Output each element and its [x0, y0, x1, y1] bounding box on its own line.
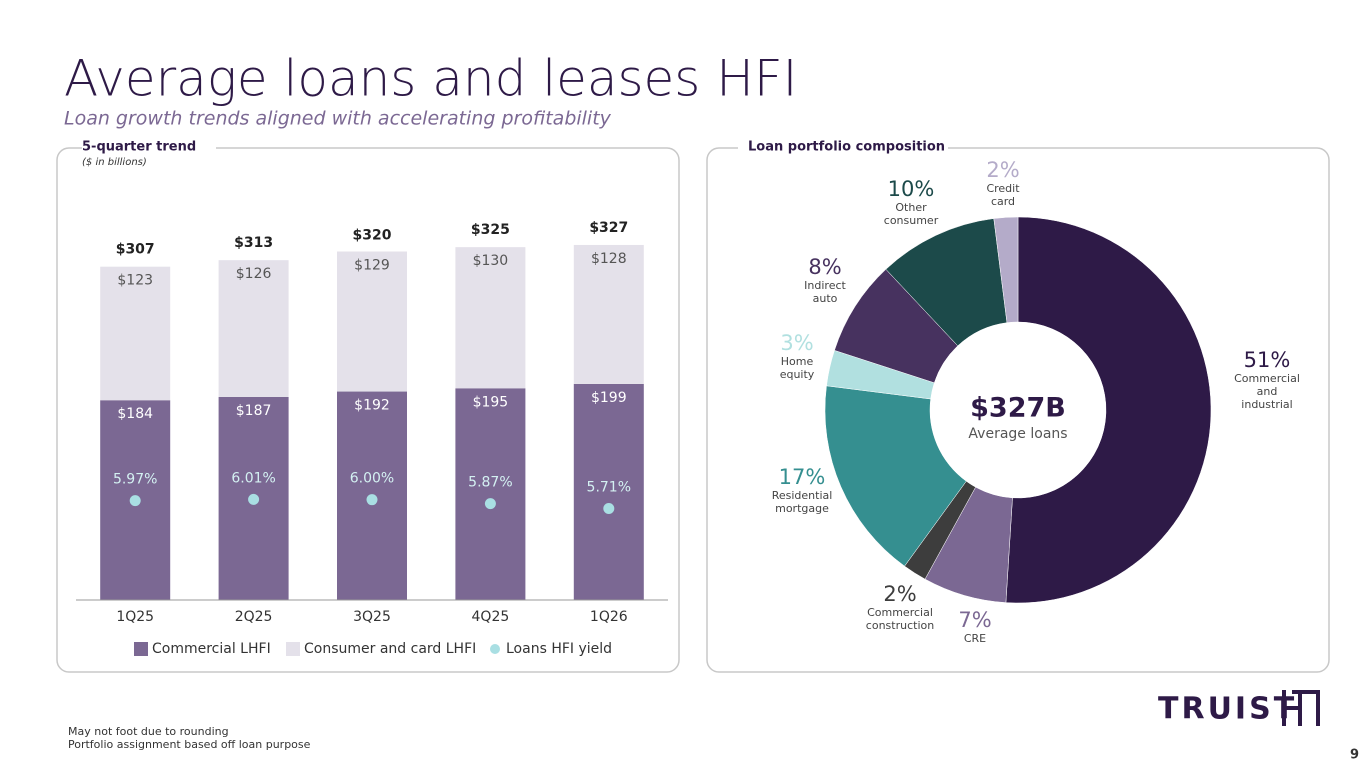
slice-value-label: 10% [887, 177, 935, 201]
slice-value-label: 2% [986, 158, 1020, 182]
slice-label: 51% Commercial and industrial [1212, 348, 1322, 411]
yield-label: 6.01% [231, 470, 275, 486]
bar-segment [100, 266, 171, 401]
logo: TRUIST [1158, 692, 1297, 727]
panel-title: 5-quarter trend [82, 140, 196, 155]
yield-dot [603, 502, 615, 514]
bar-value-label: $123 [117, 273, 153, 289]
footnote: May not foot due to rounding [68, 725, 229, 738]
legend-label: Consumer and card LHFI [304, 641, 476, 657]
slice-category-label: Commercial construction [865, 606, 935, 632]
x-tick-label: 1Q26 [590, 609, 628, 625]
slice-value-label: 2% [883, 582, 917, 606]
panel-subtitle: ($ in billions) [82, 157, 147, 168]
slice-category-label: Commercial and industrial [1234, 372, 1300, 411]
slice-value-label: 17% [778, 465, 826, 489]
legend-swatch [134, 642, 148, 656]
slice-label: 7% CRE [920, 608, 1030, 645]
x-tick-label: 1Q25 [116, 609, 154, 625]
yield-label: 5.71% [587, 479, 631, 495]
bar-segment [455, 247, 526, 389]
slice-category-label: Residential mortgage [771, 489, 833, 515]
panel [56, 147, 680, 673]
slide-title: Average loans and leases HFI [64, 50, 797, 108]
bar-value-label: $129 [354, 257, 390, 273]
legend-swatch [490, 644, 500, 654]
slice-label: 17% Residential mortgage [747, 465, 857, 515]
bar-value-label: $184 [117, 406, 153, 422]
bar-value-label: $192 [354, 398, 390, 414]
slice-category-label: Home equity [779, 355, 815, 381]
bar-segment [455, 388, 526, 600]
bar-value-label: $187 [236, 403, 272, 419]
slide-subtitle: Loan growth trends aligned with accelera… [64, 108, 612, 130]
bar-total-label: $320 [353, 228, 392, 244]
legend-swatch [286, 642, 300, 656]
slice-category-label: CRE [963, 632, 987, 645]
bar-segment [218, 260, 289, 397]
x-tick-label: 4Q25 [472, 609, 510, 625]
bar-segment [337, 251, 407, 392]
yield-dot [129, 495, 141, 507]
yield-label: 5.87% [468, 475, 512, 491]
slice-value-label: 3% [780, 331, 814, 355]
logo-icon [1282, 690, 1320, 726]
slice-label: 3% Home equity [742, 331, 852, 381]
panel-title-bg [82, 138, 216, 158]
x-tick-label: 3Q25 [353, 609, 391, 625]
bar-total-label: $307 [116, 242, 155, 258]
slice-label: 2% Commercial construction [845, 582, 955, 632]
bar-value-label: $126 [236, 266, 272, 282]
yield-label: 5.97% [113, 472, 157, 488]
bar-total-label: $313 [234, 235, 273, 251]
page-number: 9 [1350, 748, 1359, 763]
slice-value-label: 7% [958, 608, 992, 632]
legend-label: Loans HFI yield [506, 641, 612, 657]
yield-dot [366, 494, 378, 506]
slice-label: 10% Other consumer [856, 177, 966, 227]
bar-total-label: $325 [471, 222, 510, 238]
bar-value-label: $199 [591, 390, 627, 406]
bar-total-label: $327 [589, 220, 628, 236]
bar-segment [573, 244, 644, 384]
slice-value-label: 8% [808, 255, 842, 279]
yield-dot [248, 493, 260, 505]
slice-category-label: Credit card [986, 182, 1020, 208]
yield-label: 6.00% [350, 471, 394, 487]
slice-value-label: 51% [1243, 348, 1291, 372]
slice-label: 8% Indirect auto [770, 255, 880, 305]
slice-category-label: Other consumer [883, 201, 939, 227]
slice-category-label: Indirect auto [804, 279, 846, 305]
panel-title-bg [738, 138, 948, 158]
donut-center-label: $327B [970, 393, 1066, 424]
panel-title: Loan portfolio composition [748, 140, 945, 155]
x-tick-label: 2Q25 [235, 609, 273, 625]
bar-value-label: $195 [473, 394, 509, 410]
donut-center-caption: Average loans [968, 426, 1067, 442]
bar-segment [573, 383, 644, 600]
yield-dot [484, 498, 496, 510]
bar-value-label: $128 [591, 251, 627, 267]
donut-hole [930, 322, 1106, 498]
panel [706, 147, 1330, 673]
slice-label: 2% Credit card [948, 158, 1058, 208]
bar-value-label: $130 [473, 253, 509, 269]
legend-label: Commercial LHFI [152, 641, 271, 657]
footnote: Portfolio assignment based off loan purp… [68, 738, 311, 751]
